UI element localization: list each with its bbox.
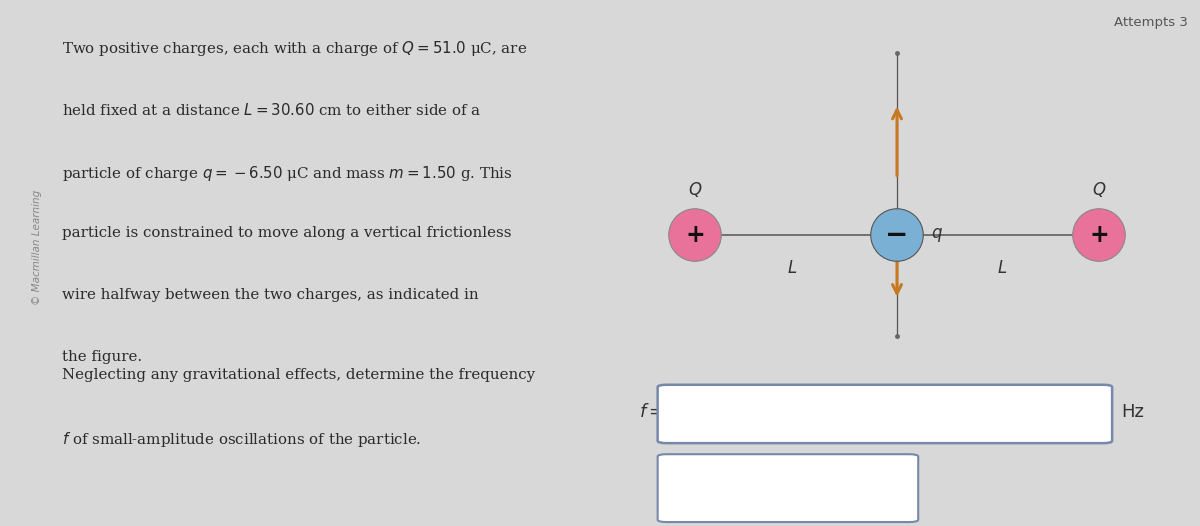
Text: +: + xyxy=(1090,223,1109,247)
Text: $f =$: $f =$ xyxy=(638,403,664,421)
FancyBboxPatch shape xyxy=(658,454,918,522)
Text: −: − xyxy=(886,221,908,249)
Text: particle of charge $q = -6.50$ μC and mass $m = 1.50$ g. This: particle of charge $q = -6.50$ μC and ma… xyxy=(62,164,514,183)
Text: $Q$: $Q$ xyxy=(688,180,702,199)
Text: wire halfway between the two charges, as indicated in: wire halfway between the two charges, as… xyxy=(62,288,479,302)
Text: Two positive charges, each with a charge of $Q = 51.0$ μC, are: Two positive charges, each with a charge… xyxy=(62,39,528,58)
Circle shape xyxy=(1073,209,1126,261)
Circle shape xyxy=(668,209,721,261)
Text: ⚒ TOOLS: ⚒ TOOLS xyxy=(691,471,758,486)
Text: Attempts 3: Attempts 3 xyxy=(1114,16,1188,29)
Text: $L$: $L$ xyxy=(787,259,797,277)
Text: +: + xyxy=(685,223,704,247)
Text: $q$: $q$ xyxy=(931,226,943,244)
Circle shape xyxy=(871,209,923,261)
Text: particle is constrained to move along a vertical frictionless: particle is constrained to move along a … xyxy=(62,226,512,240)
Text: $f$ of small-amplitude oscillations of the particle.: $f$ of small-amplitude oscillations of t… xyxy=(62,430,421,449)
Text: held fixed at a distance $L = 30.60$ cm to either side of a: held fixed at a distance $L = 30.60$ cm … xyxy=(62,102,482,117)
Text: x10$^{y}$: x10$^{y}$ xyxy=(691,495,726,512)
Text: © Macmillan Learning: © Macmillan Learning xyxy=(32,189,42,305)
Text: Neglecting any gravitational effects, determine the frequency: Neglecting any gravitational effects, de… xyxy=(62,368,535,382)
FancyBboxPatch shape xyxy=(658,385,1112,443)
Text: the figure.: the figure. xyxy=(62,350,143,364)
Text: $L$: $L$ xyxy=(997,259,1007,277)
Text: Hz: Hz xyxy=(1121,403,1144,421)
Text: $Q$: $Q$ xyxy=(1092,180,1106,199)
